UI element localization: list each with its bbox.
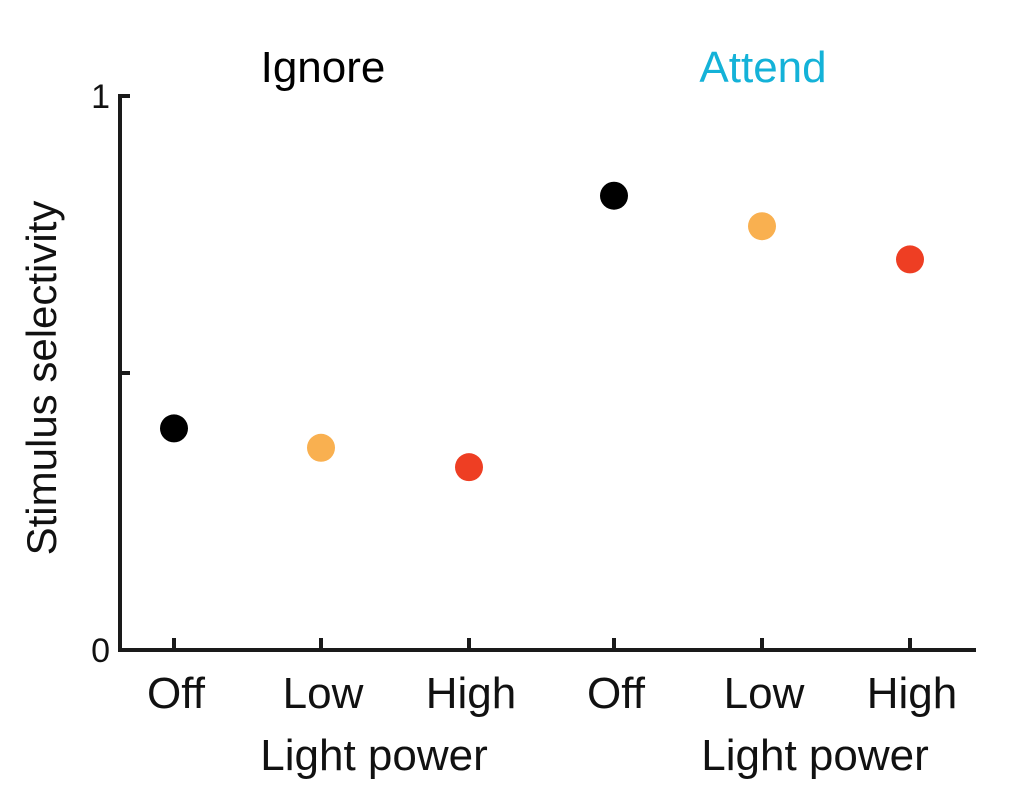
x-tick-label: Off [147, 669, 206, 718]
y-tick-label: 1 [91, 78, 110, 116]
labels: 0 1 Stimulus selectivity Ignore Off Low High Li… [18, 43, 957, 780]
data-point [600, 181, 628, 210]
x-axis-title: Light power [260, 731, 487, 780]
data-point [160, 414, 188, 443]
y-axis-title: Stimulus selectivity [18, 201, 65, 556]
ticks [120, 94, 912, 652]
x-tick-label: High [426, 669, 517, 718]
axes [118, 94, 976, 652]
data-point [748, 212, 776, 241]
data-point [455, 453, 483, 482]
y-tick-label: 0 [91, 632, 110, 670]
x-tick-label: High [867, 669, 958, 718]
panel-title: Ignore [261, 43, 386, 92]
data-points [160, 181, 924, 482]
x-axis-title: Light power [701, 731, 928, 780]
x-tick-label: Low [724, 669, 805, 718]
panel-title: Attend [699, 43, 826, 92]
x-tick-label: Off [587, 669, 646, 718]
data-point [896, 245, 924, 274]
data-point [307, 433, 335, 462]
x-tick-label: Low [283, 669, 364, 718]
